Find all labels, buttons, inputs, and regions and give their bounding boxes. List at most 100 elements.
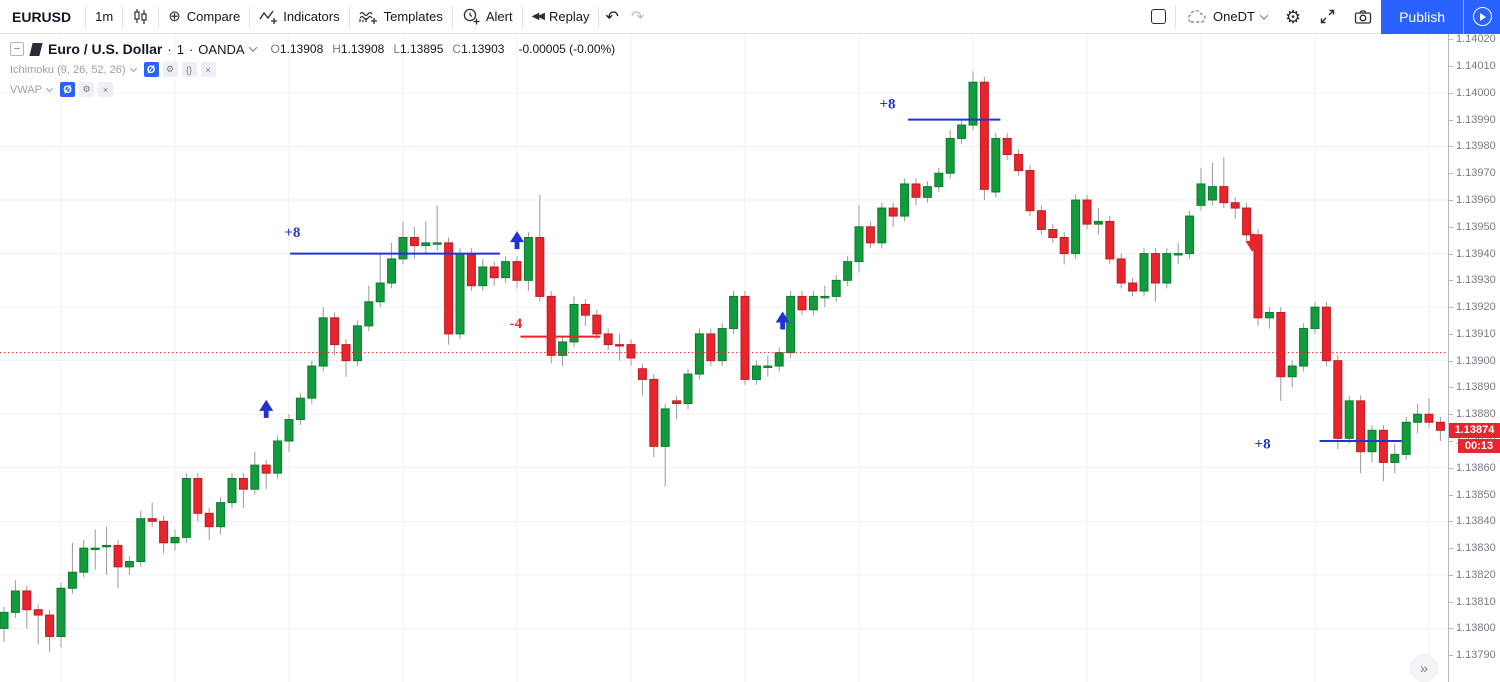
remove-indicator-button[interactable]: × <box>200 62 216 77</box>
candle <box>444 242 454 335</box>
scroll-right-button[interactable]: » <box>1411 655 1437 681</box>
candle <box>615 344 625 347</box>
replay-button[interactable]: ◀◀ Replay <box>531 9 590 24</box>
symbol-button[interactable]: EURUSD <box>12 8 72 25</box>
compare-icon: ⊕ <box>168 8 181 25</box>
candle <box>820 295 830 299</box>
candle <box>683 373 693 405</box>
indicators-button[interactable]: Indicators <box>250 0 348 34</box>
candle <box>409 237 419 247</box>
templates-button[interactable]: Templates <box>350 0 452 34</box>
candle <box>136 518 146 563</box>
candle <box>1185 215 1195 255</box>
gear-icon: ⚙ <box>1284 6 1302 27</box>
alert-button[interactable]: Alert <box>453 0 522 34</box>
legend-exchange[interactable]: OANDA <box>198 41 245 57</box>
chevron-down-icon <box>1259 10 1269 20</box>
layout-select-button[interactable] <box>1142 0 1175 34</box>
buy-arrow-icon <box>259 399 274 418</box>
candle <box>147 518 157 522</box>
remove-indicator-button[interactable]: × <box>98 82 113 97</box>
candle <box>672 400 682 405</box>
candle <box>1196 183 1206 206</box>
candle <box>79 547 89 573</box>
candle <box>580 303 590 316</box>
toolbar-separator <box>451 5 453 28</box>
price-chart[interactable]: +8 +8 -4 +8 <box>0 34 1448 682</box>
settings-button[interactable]: ⚙ <box>1276 0 1310 34</box>
indicator-label[interactable]: Ichimoku (9, 26, 52, 26) <box>10 63 126 76</box>
fullscreen-button[interactable] <box>1310 0 1345 34</box>
hide-indicator-button[interactable]: Ø <box>60 82 75 97</box>
flag-icon <box>29 42 43 56</box>
candle <box>1321 306 1331 362</box>
toolbar-separator <box>249 5 251 28</box>
indicator-label[interactable]: VWAP <box>10 83 42 96</box>
price-axis-label: 1.13980 <box>1449 140 1496 153</box>
chart-pane[interactable]: +8 +8 -4 +8 <box>0 34 1448 682</box>
play-button[interactable] <box>1463 0 1500 34</box>
candle <box>592 314 602 335</box>
candle <box>102 544 112 548</box>
candle <box>1162 253 1172 284</box>
chevron-down-icon[interactable] <box>45 84 54 93</box>
candle <box>660 408 670 447</box>
toolbar-right: OneDT ⚙ Publish <box>1142 0 1500 34</box>
candle <box>1036 210 1046 230</box>
cloud-save-button[interactable]: OneDT <box>1176 0 1276 34</box>
candle <box>535 237 545 297</box>
candle <box>501 261 511 279</box>
candle <box>1424 413 1434 423</box>
indicator-source-button[interactable]: {} <box>181 62 197 77</box>
candle <box>729 295 739 330</box>
sell-arrow-icon <box>1245 233 1260 252</box>
candle <box>1333 360 1343 439</box>
candle <box>808 295 818 311</box>
candle <box>341 344 351 362</box>
indicator-settings-button[interactable]: ⚙ <box>162 62 178 77</box>
candlestick-icon <box>134 9 147 24</box>
candle <box>1310 306 1320 330</box>
compare-button[interactable]: ⊕ Compare <box>168 8 241 25</box>
candle <box>1435 421 1445 431</box>
collapse-legend-button[interactable]: − <box>10 42 24 56</box>
price-axis-label: 1.13890 <box>1449 381 1496 394</box>
candle <box>387 258 397 284</box>
undo-button[interactable]: ↶ <box>605 8 619 26</box>
candle <box>159 520 169 544</box>
screenshot-button[interactable] <box>1345 0 1381 34</box>
legend-interval[interactable]: 1 <box>176 41 184 57</box>
indicator-settings-button[interactable]: ⚙ <box>79 82 94 97</box>
chevron-down-icon[interactable] <box>248 43 257 52</box>
price-axis[interactable]: 1.13874 00:13 1.14020 1.14010 1.14000 1.139… <box>1448 33 1500 682</box>
candle <box>307 365 317 399</box>
candle <box>1264 311 1274 319</box>
candle <box>1002 137 1012 155</box>
buy-arrow-icon <box>775 311 790 330</box>
candle <box>284 419 294 442</box>
chart-type-button[interactable] <box>123 0 158 34</box>
candle <box>1230 202 1240 209</box>
price-axis-label: 1.13920 <box>1449 301 1496 314</box>
bar-countdown: 00:13 <box>1458 439 1500 454</box>
redo-button[interactable]: ↷ <box>630 8 645 26</box>
toolbar-separator <box>122 5 124 28</box>
candle <box>1014 153 1024 172</box>
interval-button[interactable]: 1m <box>95 9 114 24</box>
signal-label: +8 <box>879 97 895 113</box>
candle <box>740 295 750 380</box>
change-value: -0.00005 (-0.00%) <box>518 42 616 56</box>
candle <box>1299 328 1309 367</box>
pair-title[interactable]: Euro / U.S. Dollar <box>48 41 163 57</box>
candle <box>1207 186 1217 201</box>
candle <box>1344 400 1354 439</box>
alert-icon <box>463 8 480 25</box>
signal-label: +8 <box>1255 437 1271 453</box>
signal-label: +8 <box>284 225 300 241</box>
hide-indicator-button[interactable]: Ø <box>143 62 159 77</box>
candle <box>1253 234 1263 319</box>
candle <box>1413 413 1423 423</box>
publish-button[interactable]: Publish <box>1381 0 1463 34</box>
chevron-down-icon[interactable] <box>129 64 137 73</box>
price-axis-label: 1.13970 <box>1449 167 1496 180</box>
